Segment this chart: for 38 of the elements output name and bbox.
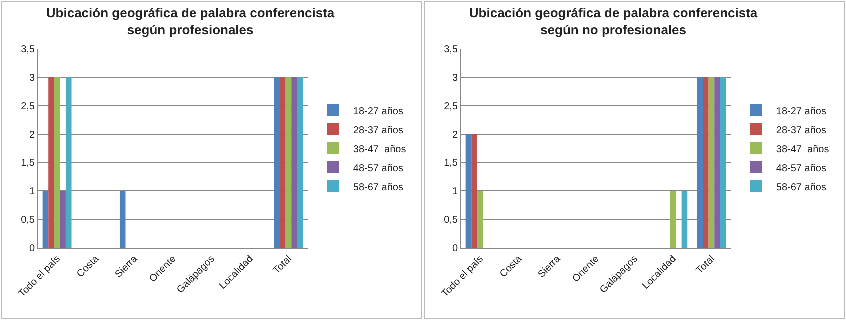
y-tick-label: 2	[452, 130, 458, 141]
bar	[708, 77, 715, 248]
bar	[472, 134, 478, 248]
bar	[720, 77, 726, 248]
y-tick-label: 1	[29, 186, 36, 198]
y-tick-label: 0,5	[444, 215, 458, 226]
y-tick-label: 1,5	[444, 158, 458, 170]
y-tick-label: 1	[452, 186, 458, 198]
bar	[477, 191, 484, 248]
legend-label: 38-47 años	[776, 144, 830, 156]
y-tick-label: 2,5	[21, 101, 36, 112]
y-tick-label: 0	[29, 244, 36, 254]
y-tick-label: 1,5	[21, 158, 36, 170]
bar	[466, 134, 472, 248]
y-tick-label: 3	[29, 72, 36, 84]
y-tick-label: 0,5	[21, 215, 36, 226]
legend-label: 18-27 años	[353, 106, 404, 118]
chart-title: Ubicación geográfica de palabra conferencista según profesionales	[46, 6, 336, 38]
legend-label: 28-37 años	[353, 125, 404, 136]
y-tick-label: 3,5	[21, 44, 36, 56]
legend-label: 48-57 años	[776, 163, 826, 174]
chart-title: Ubicación geográfica de palabra conferencista según no profesionales	[469, 6, 758, 38]
legend-label: 38-47 años	[353, 144, 406, 156]
y-tick-label: 2	[29, 130, 36, 141]
legend-label: 58-67 años	[353, 182, 404, 194]
bar	[714, 77, 720, 248]
bar	[670, 191, 676, 248]
legend-label: 58-67 años	[776, 182, 826, 194]
legend-label: 18-27 años	[776, 106, 826, 118]
bar	[697, 77, 704, 248]
y-tick-label: 3	[452, 72, 458, 84]
y-tick-label: 0	[452, 244, 458, 254]
legend-label: 28-37 años	[776, 125, 826, 136]
y-tick-label: 2,5	[444, 101, 458, 112]
bar	[703, 77, 709, 248]
legend-label: 48-57 años	[353, 163, 404, 174]
bar	[682, 191, 688, 248]
y-tick-label: 3,5	[444, 44, 458, 56]
